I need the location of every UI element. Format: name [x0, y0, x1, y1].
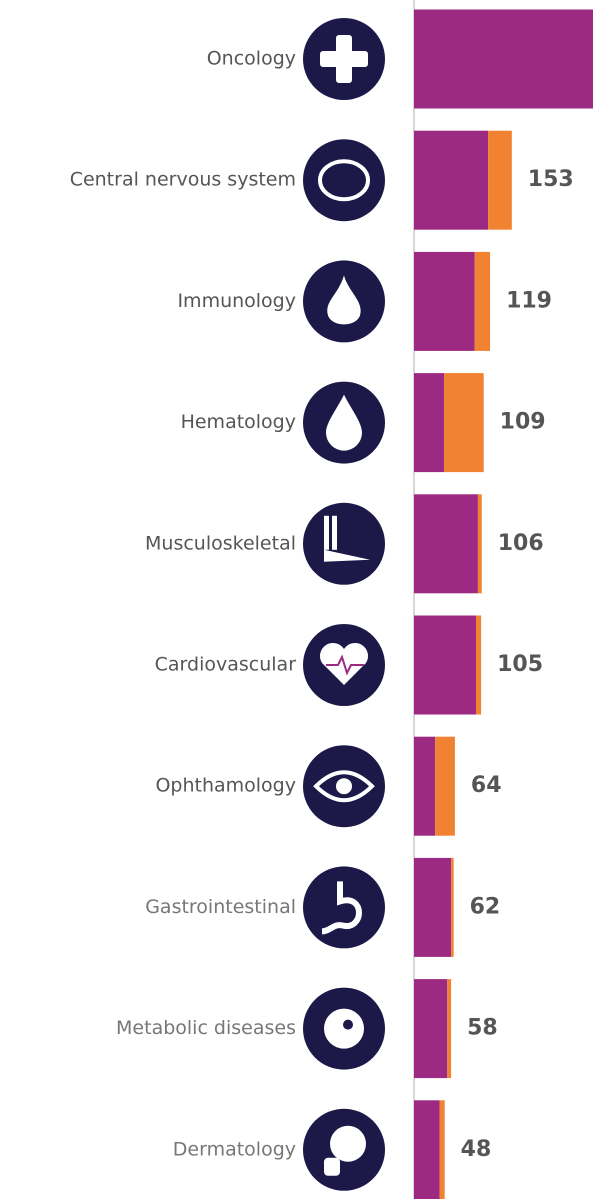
bars: [414, 9, 593, 1199]
icon-circle: [303, 139, 385, 222]
total-label: 106: [498, 531, 544, 556]
bar-segment: [414, 857, 452, 957]
icon-shape: [324, 515, 329, 550]
bar-segment: [414, 251, 475, 351]
bar-segment: [444, 373, 484, 473]
total-label: 119: [506, 288, 552, 313]
category-label: Cardiovascular: [155, 654, 297, 676]
bar-segment: [435, 736, 455, 836]
category-label: Ophthamology: [155, 775, 296, 797]
total-label: 153: [528, 167, 574, 192]
icon-shape: [313, 770, 375, 803]
category-label: Central nervous system: [70, 169, 296, 191]
bar-segment: [414, 615, 477, 715]
icon-shape: [324, 549, 370, 562]
bar-segment: [414, 979, 448, 1079]
total-label: 58: [467, 1016, 498, 1041]
total-label: 64: [471, 773, 502, 798]
category-icon: [303, 260, 385, 343]
icon-shape: [324, 1157, 340, 1176]
bar-segment: [477, 494, 482, 594]
category-icon: [303, 1108, 385, 1191]
total-label: 105: [497, 652, 543, 677]
icon-shape: [327, 275, 361, 325]
category-label: Immunology: [177, 290, 296, 312]
category-icon: [303, 745, 385, 828]
bar-segment: [414, 1100, 440, 1199]
icon-circle: [303, 502, 385, 585]
category-label: Hematology: [181, 411, 296, 433]
icon-shape: [343, 1019, 353, 1030]
icon-shape: [326, 654, 364, 676]
category-icon: [303, 624, 385, 706]
bar-segment: [414, 9, 593, 109]
bar-segment: [476, 615, 482, 715]
category-icon: [303, 502, 385, 585]
icon-shape: [330, 1125, 366, 1162]
icon-shape: [321, 881, 362, 935]
icon-shape: [326, 394, 362, 451]
category-label: Musculoskeletal: [145, 532, 296, 554]
category-label: Oncology: [207, 48, 296, 70]
icon-shape: [336, 778, 352, 795]
bar-segment: [488, 130, 512, 230]
bar-segment: [414, 373, 445, 473]
icon-shape: [320, 51, 368, 67]
category-icon: [303, 381, 385, 464]
category-icon: [303, 139, 385, 222]
category-label: Dermatology: [173, 1138, 296, 1160]
icon-shape: [318, 159, 370, 202]
bar-segment: [474, 251, 491, 351]
bar-segment: [414, 736, 436, 836]
category-label: Gastrointestinal: [145, 896, 296, 918]
bar-segment: [439, 1100, 445, 1199]
bar-segment: [447, 979, 452, 1079]
total-label: 48: [461, 1137, 492, 1162]
bar-segment: [414, 130, 489, 230]
bar-segment: [414, 494, 478, 594]
category-icon: [303, 18, 385, 100]
icon-shape: [324, 1008, 364, 1049]
bar-segment: [451, 857, 454, 957]
category-icon: [303, 987, 385, 1070]
total-label: 109: [500, 410, 546, 435]
icon-circle: [303, 866, 385, 949]
category-icon: [303, 866, 385, 949]
category-label: Metabolic diseases: [116, 1017, 296, 1039]
total-label: 62: [470, 894, 501, 919]
icon-shape: [332, 515, 337, 550]
